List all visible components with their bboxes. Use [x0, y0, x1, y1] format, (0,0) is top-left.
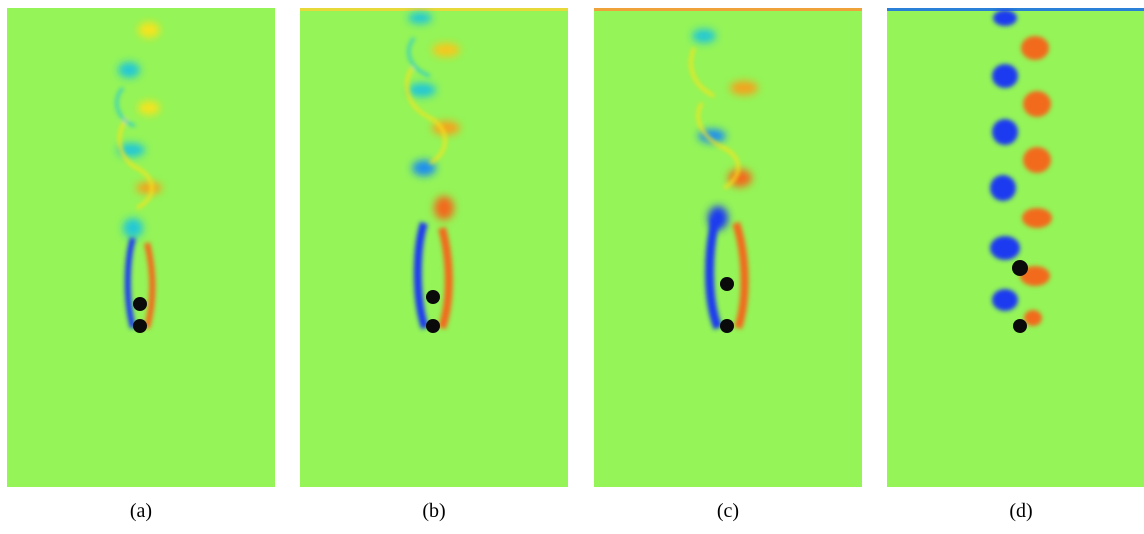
cylinder-upstream	[1012, 260, 1028, 276]
wake-vortices	[692, 29, 758, 230]
cylinder-downstream	[720, 319, 734, 333]
vorticity-panel-b	[300, 8, 568, 487]
vorticity-field-c	[594, 8, 862, 487]
cylinder-downstream	[133, 319, 147, 333]
field-background	[300, 8, 568, 487]
cylinder-upstream	[133, 297, 147, 311]
panel-caption-d: (d)	[1009, 500, 1033, 522]
vorticity-field-b	[300, 8, 568, 487]
vorticity-panel-a	[7, 8, 275, 487]
panel-caption-c: (c)	[716, 500, 740, 522]
cylinder-downstream	[426, 319, 440, 333]
cylinder-downstream	[1013, 319, 1027, 333]
shear-layers	[405, 37, 453, 330]
wake-vortices	[990, 10, 1052, 326]
cylinder-upstream	[720, 277, 734, 291]
cylinder-upstream	[426, 290, 440, 304]
shear-layers	[689, 47, 749, 330]
field-background	[7, 8, 275, 487]
vorticity-field-d	[887, 8, 1144, 487]
shear-layers	[115, 87, 156, 329]
vorticity-panel-c	[594, 8, 862, 487]
panel-caption-a: (a)	[129, 500, 153, 522]
field-background	[594, 8, 862, 487]
vorticity-field-a	[7, 8, 275, 487]
vorticity-panel-d	[887, 8, 1144, 487]
panel-caption-b: (b)	[422, 500, 446, 522]
wake-vortices	[408, 12, 460, 220]
